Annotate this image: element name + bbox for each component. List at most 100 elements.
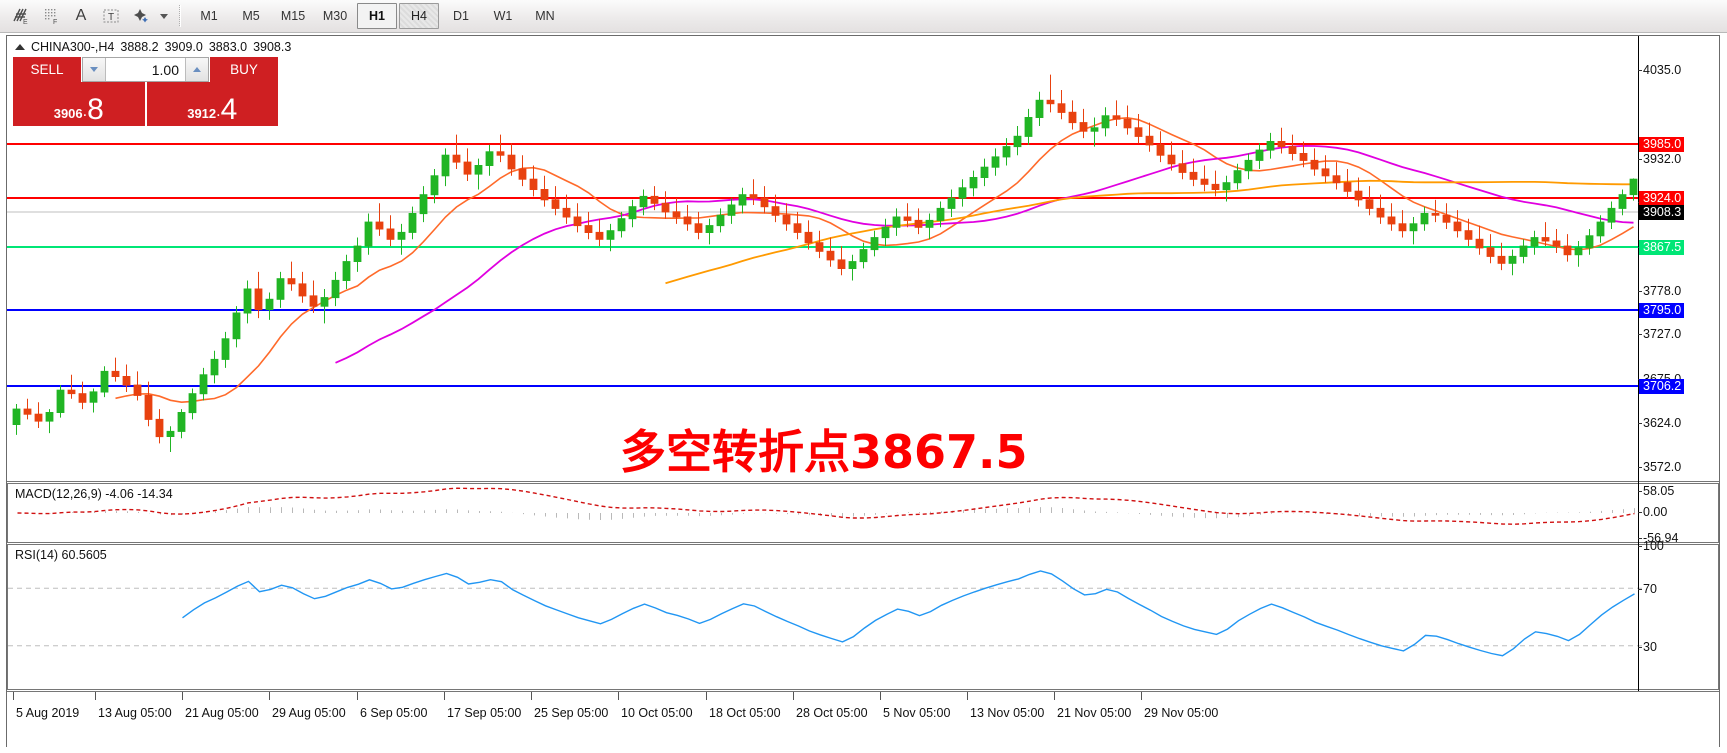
volume-stepper[interactable]: 1.00 [82,57,209,82]
sell-button[interactable]: SELL [13,57,81,82]
time-tick-label: 5 Aug 2019 [16,706,80,720]
candle-body [1112,115,1121,120]
candle-body [1145,135,1154,146]
candle-body [67,389,76,395]
candle-body [1123,118,1132,129]
macd-panel[interactable]: MACD(12,26,9) -4.06 -14.34 [7,483,1719,543]
candle-body [914,219,923,228]
time-tick-mark [1054,692,1055,700]
candle-body [925,219,934,228]
svg-text:F: F [53,19,57,26]
candle-body [1079,122,1088,132]
chevron-down-icon [160,13,168,19]
buy-price-box[interactable]: 3912 . 4 [146,82,278,126]
price-tick-4035.0: 4035.0 [1638,63,1681,77]
text-tool-icon[interactable]: A [66,2,96,30]
candle-body [221,338,230,360]
objects-glyph [134,9,148,23]
volume-increment-button[interactable] [185,58,208,81]
indicators-icon[interactable]: E [6,2,36,30]
timeframe-h4[interactable]: H4 [399,3,439,29]
price-level-label-3795.0[interactable]: 3795.0 [1639,303,1685,318]
candle-body [1134,127,1143,137]
candle-body [595,231,604,240]
rsi-panel[interactable]: RSI(14) 60.5605 [7,544,1719,690]
one-click-trading-panel[interactable]: SELL 1.00 BUY 3906 . 8 3912 . 4 [13,57,278,126]
candle-body [1475,238,1484,249]
volume-decrement-button[interactable] [83,58,106,81]
objects-icon[interactable] [126,2,156,30]
candle-body [1002,146,1011,158]
candle-body [12,408,21,426]
candle-body [34,413,43,422]
time-tick-label: 17 Sep 05:00 [447,706,522,720]
toolbar-separator [179,5,181,27]
candle-body [78,393,87,403]
candle-body [122,376,131,386]
candle-body [1167,154,1176,165]
candle-body [320,297,329,307]
candle-body [540,189,549,201]
candle-body [1046,99,1055,105]
templates-icon[interactable]: F [36,2,66,30]
candle-body [1189,171,1198,180]
candle-body [1585,235,1594,249]
price-plot [7,74,1643,452]
timeframe-h1[interactable]: H1 [357,3,397,29]
symbol-name: CHINA300-,H4 [31,40,115,54]
price-panel[interactable] [7,36,1719,482]
timeframe-d1[interactable]: D1 [453,9,469,23]
time-tick-mark [531,692,532,700]
objects-dropdown-caret-icon[interactable] [156,2,172,30]
price-level-label-3985.0[interactable]: 3985.0 [1639,137,1685,152]
macd-tick-0.00: 0.00 [1638,505,1667,519]
candle-body [562,207,571,218]
price-axis[interactable]: 4035.03932.03881.03829.03778.03727.03675… [1638,36,1719,691]
time-tick-mark [880,692,881,700]
price-level-label-3908.3[interactable]: 3908.3 [1639,205,1685,220]
time-tick-label: 25 Sep 05:00 [534,706,609,720]
candle-body [1541,237,1550,242]
timeframe-m1[interactable]: M1 [200,9,218,23]
candle-body [287,278,296,285]
text-tool-glyph: A [75,7,87,24]
candle-body [1596,221,1605,237]
candle-body [1431,213,1440,216]
text-label-icon[interactable]: T [96,2,126,30]
candle-body [1068,111,1077,124]
candle-body [144,394,153,420]
candle-body [1101,115,1110,129]
candle-body [210,358,219,376]
candle-body [936,207,945,221]
price-level-label-3924.0[interactable]: 3924.0 [1639,191,1685,206]
candle-body [276,278,285,300]
candle-body [23,408,32,415]
timeframe-m30[interactable]: M30 [322,9,348,23]
time-tick-label: 29 Nov 05:00 [1144,706,1219,720]
timeframe-m15[interactable]: M15 [280,9,306,23]
moving-average-line [665,179,1634,285]
candle-body [1387,216,1396,225]
sell-price-box[interactable]: 3906 . 8 [13,82,145,126]
time-axis[interactable]: 5 Aug 2019 13 Aug 05:00 21 Aug 05:00 29 Aug… [7,691,1719,747]
timeframe-mn[interactable]: MN [535,9,555,23]
moving-average-line [335,144,1634,364]
rsi-line [182,570,1635,657]
volume-input[interactable]: 1.00 [106,58,185,81]
timeframe-w1[interactable]: W1 [493,9,513,23]
rsi-tick-30: 30 [1638,640,1657,654]
sell-price-fraction: 8 [87,92,104,126]
buy-button[interactable]: BUY [210,57,278,82]
timeframe-m5[interactable]: M5 [242,9,260,23]
time-tick-label: 13 Nov 05:00 [970,706,1045,720]
time-tick-mark [357,692,358,700]
candle-body [903,216,912,221]
price-level-label-3867.5[interactable]: 3867.5 [1639,240,1685,255]
candle-body [177,412,186,432]
candle-body [672,211,681,218]
time-tick-mark [95,692,96,700]
candle-body [958,187,967,199]
candle-body [408,213,417,233]
candle-body [1442,214,1451,223]
price-level-label-3706.2[interactable]: 3706.2 [1639,379,1685,394]
